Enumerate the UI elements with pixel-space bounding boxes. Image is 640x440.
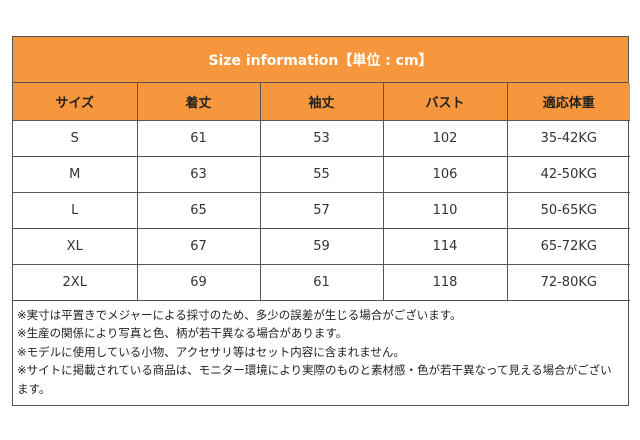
cell-sleeve: 53 bbox=[260, 120, 384, 157]
cell-sleeve: 61 bbox=[260, 264, 384, 301]
table-row: 2XL 69 61 118 72-80KG bbox=[13, 264, 630, 301]
cell-length: 67 bbox=[137, 228, 261, 265]
note-item: ※実寸は平置きでメジャーによる採寸のため、多少の誤差が生じる場合がございます。 bbox=[17, 307, 462, 322]
cell-weight: 42-50KG bbox=[507, 156, 630, 193]
cell-sleeve: 59 bbox=[260, 228, 384, 265]
size-table: サイズ 着丈 袖丈 バスト 適応体重 S 61 53 102 35-42KG M… bbox=[13, 83, 630, 301]
column-header-length: 着丈 bbox=[137, 83, 261, 121]
cell-bust: 114 bbox=[383, 228, 508, 265]
cell-bust: 118 bbox=[383, 264, 508, 301]
cell-length: 63 bbox=[137, 156, 261, 193]
table-row: M 63 55 106 42-50KG bbox=[13, 156, 630, 193]
cell-length: 61 bbox=[137, 120, 261, 157]
column-header-weight: 適応体重 bbox=[507, 83, 630, 121]
title-text: Size information【単位 : cm】 bbox=[208, 52, 433, 69]
cell-bust: 106 bbox=[383, 156, 508, 193]
cell-size: S bbox=[13, 120, 138, 157]
cell-size: L bbox=[13, 192, 138, 229]
cell-bust: 110 bbox=[383, 192, 508, 229]
note-item: ※サイトに掲載されている商品は、モニター環境により実際のものと素材感・色が若干異… bbox=[17, 363, 612, 396]
column-header-sleeve: 袖丈 bbox=[260, 83, 384, 121]
cell-bust: 102 bbox=[383, 120, 508, 157]
cell-size: M bbox=[13, 156, 138, 193]
cell-weight: 65-72KG bbox=[507, 228, 630, 265]
table-row: S 61 53 102 35-42KG bbox=[13, 120, 630, 157]
cell-size: 2XL bbox=[13, 264, 138, 301]
cell-sleeve: 55 bbox=[260, 156, 384, 193]
column-header-bust: バスト bbox=[383, 83, 508, 121]
table-row: XL 67 59 114 65-72KG bbox=[13, 228, 630, 265]
cell-weight: 50-65KG bbox=[507, 192, 630, 229]
cell-weight: 72-80KG bbox=[507, 264, 630, 301]
note-item: ※モデルに使用している小物、アクセサリ等はセット内容に含まれません。 bbox=[17, 344, 405, 359]
table-row: L 65 57 110 50-65KG bbox=[13, 192, 630, 229]
notes-section: ※実寸は平置きでメジャーによる採寸のため、多少の誤差が生じる場合がございます。 … bbox=[13, 301, 628, 399]
size-chart-title: Size information【単位 : cm】 bbox=[13, 37, 628, 83]
column-header-size: サイズ bbox=[13, 83, 138, 121]
cell-size: XL bbox=[13, 228, 138, 265]
table-header-row: サイズ 着丈 袖丈 バスト 適応体重 bbox=[13, 83, 630, 121]
cell-length: 69 bbox=[137, 264, 261, 301]
cell-sleeve: 57 bbox=[260, 192, 384, 229]
cell-length: 65 bbox=[137, 192, 261, 229]
cell-weight: 35-42KG bbox=[507, 120, 630, 157]
size-chart: Size information【単位 : cm】 サイズ 着丈 袖丈 バスト … bbox=[12, 36, 630, 406]
note-item: ※生産の関係により写真と色、柄が若干異なる場合があります。 bbox=[17, 326, 348, 340]
